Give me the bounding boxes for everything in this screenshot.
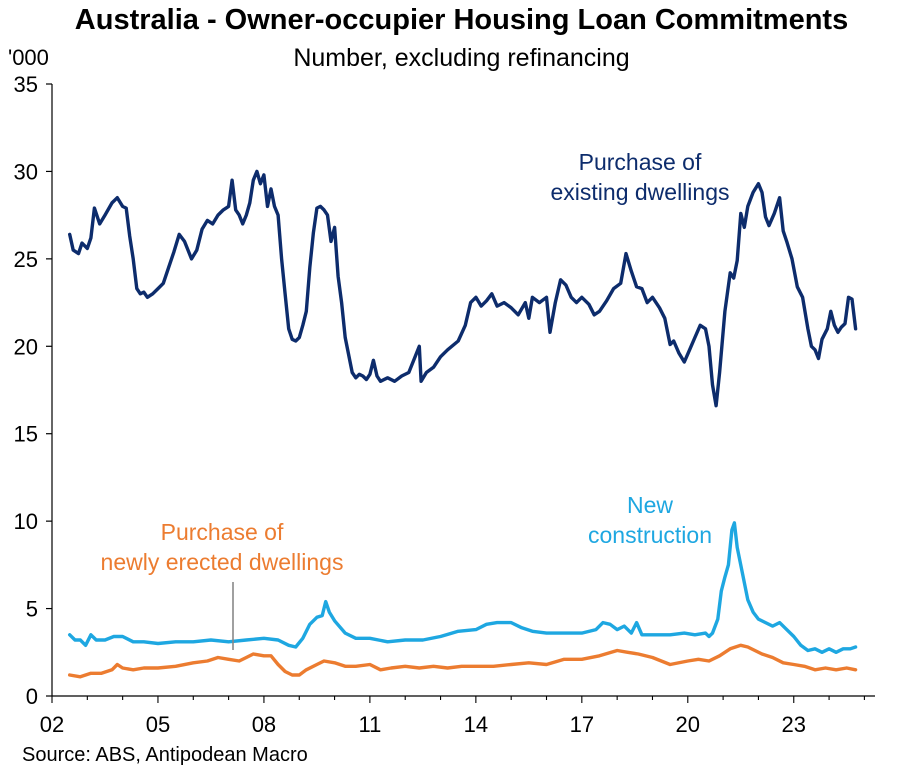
series-label-newly-erected-dwellings: Purchase of [161, 519, 284, 545]
chart-subtitle: Number, excluding refinancing [293, 44, 630, 72]
y-tick-label: 25 [14, 247, 38, 272]
y-tick-label: 5 [26, 597, 38, 622]
x-tick-label: 20 [676, 712, 700, 737]
x-tick-label: 11 [358, 712, 381, 737]
x-tick-label: 08 [252, 712, 276, 737]
series-label-existing-dwellings: existing dwellings [551, 179, 730, 205]
series-line-existing-dwellings [68, 169, 858, 408]
series-label-newly-erected-dwellings: newly erected dwellings [101, 549, 344, 575]
x-tick-label: 23 [782, 712, 806, 737]
y-tick-label: 0 [26, 684, 38, 709]
series-label-new-construction: construction [588, 522, 712, 548]
x-tick-label: 14 [464, 712, 488, 737]
y-tick-label: 10 [14, 509, 38, 534]
chart-title: Australia - Owner-occupier Housing Loan … [74, 4, 849, 36]
series-labels: Purchase of existing dwellings New construc… [101, 149, 730, 650]
series-label-new-construction: New [627, 492, 673, 518]
y-tick-label: 30 [14, 159, 38, 184]
y-tick-label: 15 [14, 422, 38, 447]
source-note: Source: ABS, Antipodean Macro [22, 744, 308, 766]
y-tick-label: 20 [14, 334, 38, 359]
x-tick-label: 05 [146, 712, 170, 737]
series-lines [68, 169, 858, 679]
series-label-existing-dwellings: Purchase of [579, 149, 702, 175]
x-tick-label: 17 [570, 712, 594, 737]
series-line-newly-erected-dwellings [68, 643, 858, 679]
y-tick-label: 35 [14, 72, 38, 97]
x-tick-label: 02 [40, 712, 64, 737]
series-line-new-construction [68, 521, 858, 654]
y-axis-unit: '000 [8, 45, 49, 70]
